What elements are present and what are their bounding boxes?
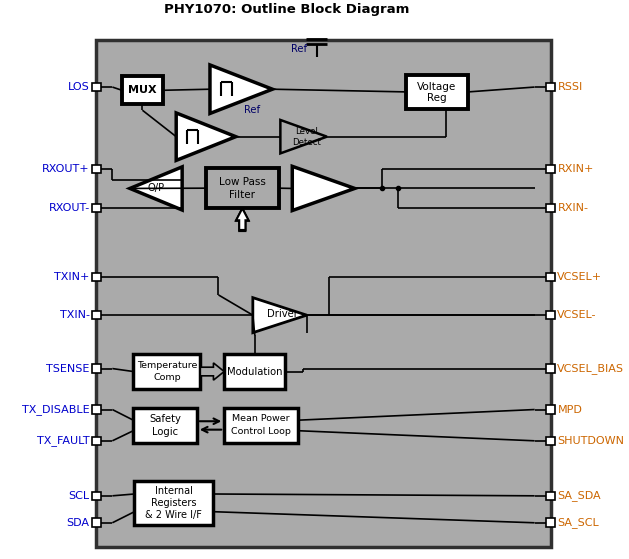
Polygon shape [176, 113, 236, 160]
Text: RXIN+: RXIN+ [557, 164, 594, 174]
Text: Voltage: Voltage [418, 82, 457, 92]
Text: Logic: Logic [152, 427, 178, 437]
Text: Internal: Internal [155, 486, 192, 496]
Text: RXOUT-: RXOUT- [48, 203, 89, 213]
FancyBboxPatch shape [406, 75, 468, 108]
Text: RXIN-: RXIN- [557, 203, 588, 213]
Text: SCL: SCL [69, 491, 89, 501]
Text: & 2 Wire I/F: & 2 Wire I/F [145, 510, 202, 520]
Text: MUX: MUX [128, 86, 157, 95]
Text: MPD: MPD [557, 405, 582, 415]
Text: Filter: Filter [230, 190, 255, 200]
FancyBboxPatch shape [546, 165, 555, 173]
FancyBboxPatch shape [224, 408, 298, 443]
FancyBboxPatch shape [546, 437, 555, 445]
Polygon shape [130, 167, 182, 210]
Polygon shape [210, 65, 272, 113]
Polygon shape [281, 120, 327, 153]
FancyBboxPatch shape [135, 481, 213, 525]
Text: Temperature: Temperature [136, 361, 197, 369]
Text: VCSEL+: VCSEL+ [557, 272, 603, 282]
Text: RSSI: RSSI [557, 82, 582, 92]
Text: VCSEL_BIAS: VCSEL_BIAS [557, 363, 625, 374]
Text: TSENSE: TSENSE [47, 363, 89, 373]
FancyBboxPatch shape [546, 311, 555, 320]
Polygon shape [236, 209, 248, 231]
Text: Comp: Comp [153, 373, 181, 382]
FancyBboxPatch shape [96, 40, 550, 547]
FancyBboxPatch shape [546, 83, 555, 91]
Text: VCSEL-: VCSEL- [557, 310, 597, 320]
Polygon shape [236, 209, 248, 230]
FancyBboxPatch shape [92, 519, 101, 527]
Text: Modulation: Modulation [227, 367, 282, 377]
FancyBboxPatch shape [92, 311, 101, 320]
Title: PHY1070: Outline Block Diagram: PHY1070: Outline Block Diagram [164, 3, 409, 16]
Text: Low Pass: Low Pass [219, 177, 266, 187]
FancyBboxPatch shape [92, 203, 101, 212]
FancyBboxPatch shape [92, 273, 101, 281]
Text: SA_SCL: SA_SCL [557, 517, 599, 528]
Polygon shape [253, 297, 307, 333]
Text: Driver: Driver [267, 309, 298, 319]
Text: TX_FAULT: TX_FAULT [37, 435, 89, 446]
FancyBboxPatch shape [122, 76, 163, 105]
Text: Ref: Ref [244, 105, 260, 115]
FancyBboxPatch shape [546, 405, 555, 414]
FancyBboxPatch shape [92, 165, 101, 173]
Text: TXIN-: TXIN- [60, 310, 89, 320]
Text: Mean Power: Mean Power [232, 414, 290, 424]
FancyBboxPatch shape [92, 364, 101, 373]
FancyBboxPatch shape [92, 83, 101, 91]
FancyBboxPatch shape [92, 437, 101, 445]
Text: LOS: LOS [68, 82, 89, 92]
Text: O/P: O/P [147, 183, 165, 193]
Text: Reg: Reg [427, 93, 447, 103]
Text: TX_DISABLE: TX_DISABLE [22, 404, 89, 415]
Polygon shape [200, 363, 224, 380]
FancyBboxPatch shape [206, 168, 279, 209]
FancyBboxPatch shape [546, 491, 555, 500]
FancyBboxPatch shape [133, 408, 197, 443]
FancyBboxPatch shape [546, 519, 555, 527]
FancyBboxPatch shape [546, 273, 555, 281]
Text: Safety: Safety [149, 414, 181, 424]
FancyBboxPatch shape [92, 405, 101, 414]
Text: Level: Level [295, 127, 318, 136]
Text: Detect: Detect [292, 138, 321, 146]
FancyBboxPatch shape [546, 203, 555, 212]
Text: SA_SDA: SA_SDA [557, 490, 601, 501]
Text: SHUTDOWN: SHUTDOWN [557, 436, 625, 446]
FancyBboxPatch shape [133, 354, 200, 389]
FancyBboxPatch shape [546, 364, 555, 373]
FancyBboxPatch shape [92, 491, 101, 500]
FancyBboxPatch shape [224, 354, 286, 389]
Polygon shape [292, 167, 355, 211]
Text: Control Loop: Control Loop [231, 428, 291, 437]
Text: Registers: Registers [151, 498, 196, 508]
Text: Ref: Ref [291, 44, 307, 54]
Text: SDA: SDA [67, 518, 89, 528]
Text: RXOUT+: RXOUT+ [42, 164, 89, 174]
Text: TXIN+: TXIN+ [54, 272, 89, 282]
